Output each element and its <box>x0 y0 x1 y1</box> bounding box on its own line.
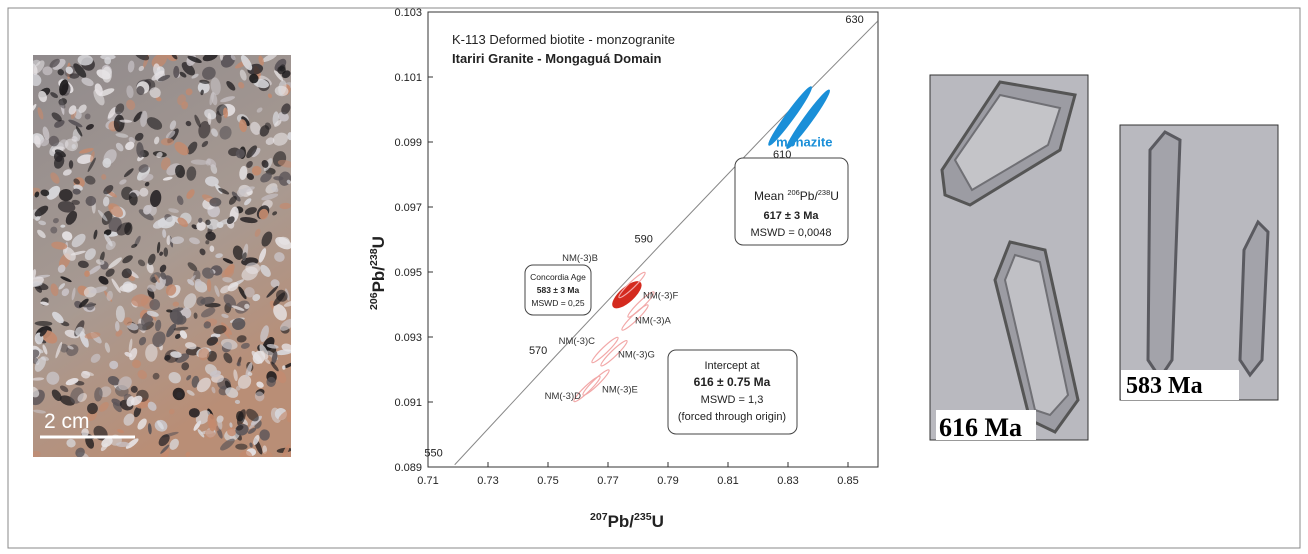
y-axis-label-part: U <box>369 236 388 248</box>
crystal-photo: 616 Ma <box>930 75 1088 442</box>
annotation-text-part: U <box>830 189 839 203</box>
crystal-age: 583 Ma <box>1126 373 1203 399</box>
analysis-label: NM(-3)F <box>643 291 679 302</box>
analysis-label: NM(-3)G <box>618 349 655 360</box>
analysis-label: NM(-3)C <box>559 336 596 347</box>
annotation-text-part: Pb/ <box>800 189 819 203</box>
y-tick-label: 0.091 <box>394 397 422 409</box>
analysis-label: NM(-3)E <box>602 385 638 396</box>
x-tick-label: 0.71 <box>417 475 438 487</box>
scale-label: 2 cm <box>44 410 90 433</box>
analysis-label: NM(-3)B <box>562 253 598 264</box>
annotation-text: Concordia Age <box>530 272 586 282</box>
y-tick-label: 0.095 <box>394 267 422 279</box>
annotation-text-part: 238 <box>818 188 830 197</box>
age-label: 570 <box>529 345 547 357</box>
x-tick-label: 0.83 <box>777 475 798 487</box>
figure: 2 cm 616 Ma 583 Ma K-113 Deformed biotit… <box>0 0 1308 554</box>
rock-photo: 2 cm <box>25 48 298 465</box>
analysis-label: NM(-3)D <box>545 391 582 402</box>
y-tick-label: 0.099 <box>394 137 422 149</box>
age-label: 630 <box>845 14 863 26</box>
x-tick-label: 0.79 <box>657 475 678 487</box>
analysis-label: NM(-3)A <box>635 316 672 327</box>
crystal-photo: 583 Ma <box>1120 125 1278 400</box>
x-tick-label: 0.73 <box>477 475 498 487</box>
series-label: monazite <box>776 134 832 149</box>
annotation-text-part: Mean <box>754 189 787 203</box>
x-axis-label-part: 235 <box>634 511 652 523</box>
y-axis-label-part: 238 <box>368 248 380 266</box>
x-axis-label-part: 207 <box>590 511 608 523</box>
annotation-text: MSWD = 0,0048 <box>750 227 831 239</box>
x-axis-label-part: Pb/ <box>608 512 635 531</box>
annotation-text: (forced through origin) <box>678 411 786 423</box>
chart-subtitle: Itariri Granite - Mongaguá Domain <box>452 51 662 66</box>
y-axis-label-part: Pb/ <box>369 266 388 293</box>
concordia-chart: K-113 Deformed biotite - monzogranite It… <box>368 7 878 531</box>
annotation-text: 616 ± 0.75 Ma <box>694 375 771 389</box>
crystal-age: 616 Ma <box>939 413 1022 442</box>
x-tick-label: 0.85 <box>837 475 858 487</box>
annotation-text-part: 206 <box>787 188 799 197</box>
y-tick-label: 0.101 <box>394 72 422 84</box>
x-tick-label: 0.75 <box>537 475 558 487</box>
y-tick-label: 0.093 <box>394 332 422 344</box>
y-tick-label: 0.097 <box>394 202 422 214</box>
x-tick-label: 0.81 <box>717 475 738 487</box>
annotation-text: 583 ± 3 Ma <box>537 285 580 295</box>
annotation-text: Intercept at <box>704 360 759 372</box>
annotation-text: 617 ± 3 Ma <box>764 210 820 222</box>
age-label: 550 <box>424 448 442 460</box>
chart-title: K-113 Deformed biotite - monzogranite <box>452 32 675 47</box>
y-tick-label: 0.089 <box>394 462 422 474</box>
y-axis-label-part: 206 <box>368 292 380 310</box>
age-label: 590 <box>635 233 653 245</box>
annotation-text: MSWD = 1,3 <box>701 394 764 406</box>
x-axis-label-part: U <box>652 512 664 531</box>
y-tick-label: 0.103 <box>394 7 422 19</box>
annotation-text: MSWD = 0,25 <box>531 298 584 308</box>
x-tick-label: 0.77 <box>597 475 618 487</box>
